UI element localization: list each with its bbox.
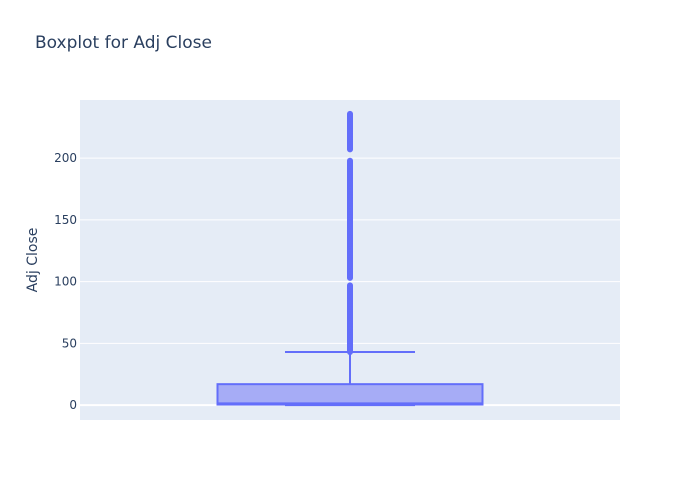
y-axis-ticks: 0 50 100 150 200 xyxy=(54,151,77,412)
outlier-point-90 xyxy=(347,282,353,289)
y-tick-label-50: 50 xyxy=(62,336,77,350)
y-tick-label-150: 150 xyxy=(54,213,77,227)
y-axis-title: Adj Close xyxy=(25,228,41,293)
y-tick-label-200: 200 xyxy=(54,151,77,165)
outlier-points xyxy=(347,110,353,356)
chart-title: Boxplot for Adj Close xyxy=(35,33,212,53)
box-series xyxy=(216,110,484,407)
outlier-point-249 xyxy=(347,157,353,164)
y-tick-label-100: 100 xyxy=(54,275,77,289)
outlier-point-298 xyxy=(347,110,353,117)
y-tick-label-0: 0 xyxy=(69,398,77,412)
iqr-box xyxy=(216,383,484,406)
